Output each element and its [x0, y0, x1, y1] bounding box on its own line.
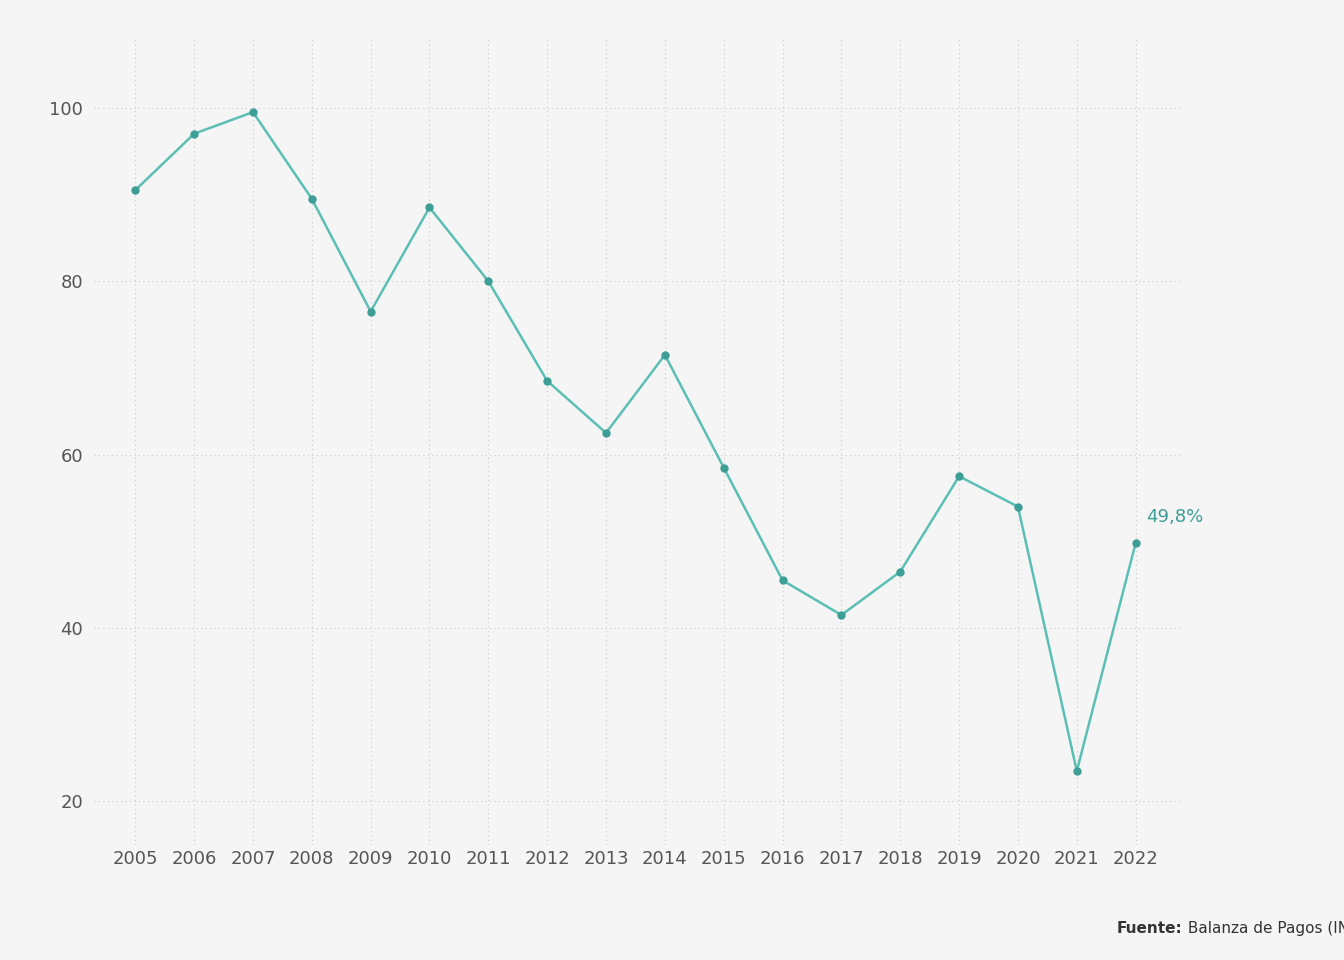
Text: Fuente:: Fuente:: [1117, 921, 1183, 936]
Text: Balanza de Pagos (INDEC).: Balanza de Pagos (INDEC).: [1183, 921, 1344, 936]
Text: 49,8%: 49,8%: [1146, 508, 1203, 526]
